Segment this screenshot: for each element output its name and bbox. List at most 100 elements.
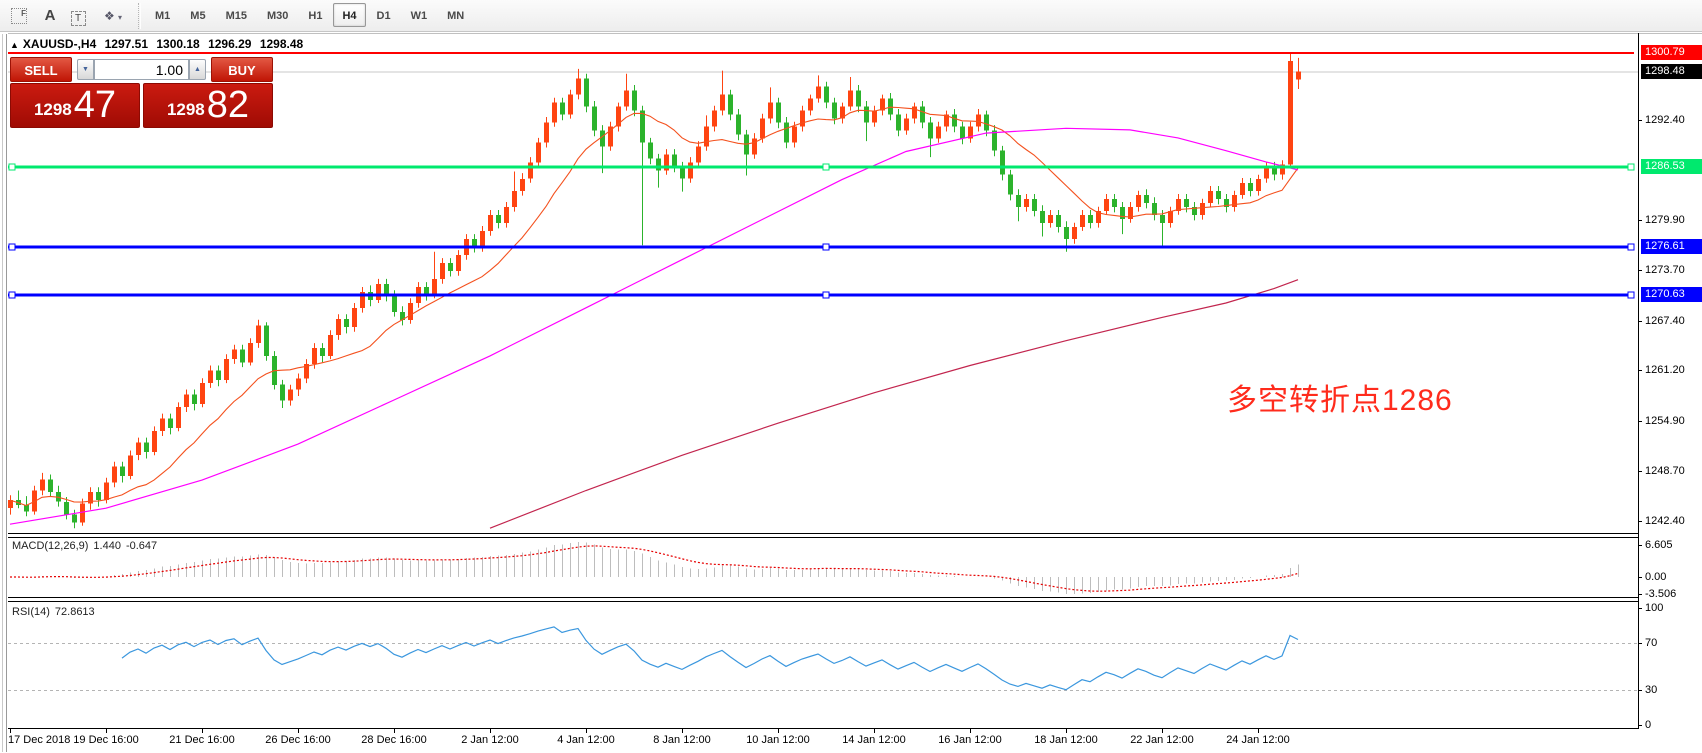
candle-body [448, 262, 453, 271]
rsi-axis-label: 30 [1645, 684, 1658, 696]
timeframe-button-M15[interactable]: M15 [225, 10, 247, 22]
candle-body [824, 86, 829, 103]
support-line-1-handle[interactable] [8, 243, 16, 251]
macd-signal-line [10, 545, 1299, 592]
date-label: 26 Dec 16:00 [265, 734, 331, 746]
candle-body [480, 230, 485, 247]
candle-body [512, 190, 517, 207]
macd-signal-value: -0.647 [125, 540, 158, 552]
candle-body [752, 138, 757, 155]
macd-axis-label: 0.00 [1645, 571, 1667, 583]
candle-body [600, 130, 605, 147]
chart-window[interactable]: ▲ XAUUSD-,H4 1297.51 1300.18 1296.29 1298… [0, 33, 1702, 753]
candle-body [344, 319, 349, 327]
candle-body [136, 442, 141, 456]
volume-input[interactable] [94, 59, 189, 80]
candle-body [608, 126, 613, 147]
text-label-icon[interactable]: A [44, 7, 56, 24]
buy-price-box[interactable]: 1298 82 [143, 83, 273, 128]
date-label: 18 Jan 12:00 [1034, 734, 1098, 746]
candle-body [624, 90, 629, 107]
candle-body [1192, 206, 1197, 215]
objects-cursor-icon[interactable]: ❖ ▾ [103, 9, 123, 23]
rsi-label: RSI(14) 72.8613 [12, 606, 95, 618]
timeframe-group: M1 M5 M15 M30 H1 H4 D1 W1 MN [146, 3, 475, 29]
candle-body [1208, 190, 1213, 203]
rsi-axis-label: 70 [1645, 637, 1658, 649]
pivot-line-handle[interactable] [822, 163, 830, 171]
grid-f-icon[interactable]: F [6, 4, 32, 28]
close-value: 1298.48 [259, 37, 304, 51]
date-label: 19 Dec 16:00 [73, 734, 139, 746]
sell-price-main: 1298 [33, 100, 72, 119]
candle-body [560, 102, 565, 115]
candle-body [504, 206, 509, 223]
timeframe-button-M1[interactable]: M1 [155, 10, 171, 22]
candle-body [1264, 166, 1269, 179]
volume-decrease-button[interactable]: ▼ [77, 59, 94, 80]
candle-body [1064, 226, 1069, 239]
volume-increase-button[interactable]: ▲ [189, 59, 206, 80]
candle-body [168, 418, 173, 428]
candle-body [304, 363, 309, 379]
sell-button[interactable]: SELL [10, 57, 72, 82]
support-line-1-handle[interactable] [1627, 243, 1635, 251]
date-label: 24 Jan 12:00 [1226, 734, 1290, 746]
candle-body [912, 106, 917, 119]
candle-body [1256, 178, 1261, 191]
candle-body [296, 378, 301, 390]
candle-body [392, 295, 397, 312]
chart-text-annotation[interactable]: 多空转折点1286 [1227, 384, 1453, 417]
pivot-line-handle[interactable] [8, 163, 16, 171]
ma-slow-line [489, 279, 1299, 529]
candle-body [184, 394, 189, 408]
candle-body [248, 343, 253, 363]
candle-body [72, 514, 77, 523]
candle-body [984, 114, 989, 131]
candle-body [312, 347, 317, 364]
price-tick-label: 1279.90 [1645, 214, 1685, 226]
candle-body [520, 178, 525, 191]
chart-canvas[interactable] [0, 33, 1702, 753]
candle-body [200, 383, 205, 404]
candle-body [40, 479, 45, 491]
candle-body [1288, 60, 1293, 165]
timeframe-button-MN[interactable]: MN [447, 10, 465, 22]
pivot-line-handle[interactable] [1627, 163, 1635, 171]
sell-price-box[interactable]: 1298 47 [10, 83, 140, 128]
price-tick-label: 1254.90 [1645, 415, 1685, 427]
candle-body [264, 325, 269, 356]
text-box-icon[interactable]: T [66, 4, 90, 28]
candle-body [832, 102, 837, 119]
dropdown-arrow-icon[interactable]: ▾ [118, 13, 123, 22]
candle-body [352, 307, 357, 327]
price-badge-1286.53: 1286.53 [1641, 159, 1702, 174]
timeframe-button-W1[interactable]: W1 [410, 10, 428, 22]
candle-body [256, 325, 261, 343]
candles-layer[interactable] [8, 53, 1301, 529]
timeframe-button-D1[interactable]: D1 [376, 10, 391, 22]
candle-body [688, 162, 693, 179]
ma-mid-line [9, 127, 1299, 525]
candle-body [1104, 198, 1109, 211]
price-tick-label: 1242.40 [1645, 515, 1685, 527]
buy-button[interactable]: BUY [211, 57, 273, 82]
support-line-1-handle[interactable] [822, 243, 830, 251]
timeframe-button-H1[interactable]: H1 [308, 10, 323, 22]
rsi-axis-label: 100 [1645, 602, 1664, 614]
timeframe-button-H4[interactable]: H4 [333, 3, 366, 27]
candle-body [1168, 210, 1173, 223]
timeframe-button-M30[interactable]: M30 [266, 10, 289, 22]
timeframe-button-M5[interactable]: M5 [190, 10, 206, 22]
price-tick-label: 1292.40 [1645, 114, 1685, 126]
candle-body [336, 319, 341, 335]
candle-body [576, 78, 581, 95]
candle-body [880, 98, 885, 111]
support-line-2-handle[interactable] [822, 291, 830, 299]
candle-body [24, 505, 29, 512]
support-line-2-handle[interactable] [8, 291, 16, 299]
candle-body [224, 359, 229, 380]
support-line-2-handle[interactable] [1627, 291, 1635, 299]
candle-body [1088, 214, 1093, 223]
